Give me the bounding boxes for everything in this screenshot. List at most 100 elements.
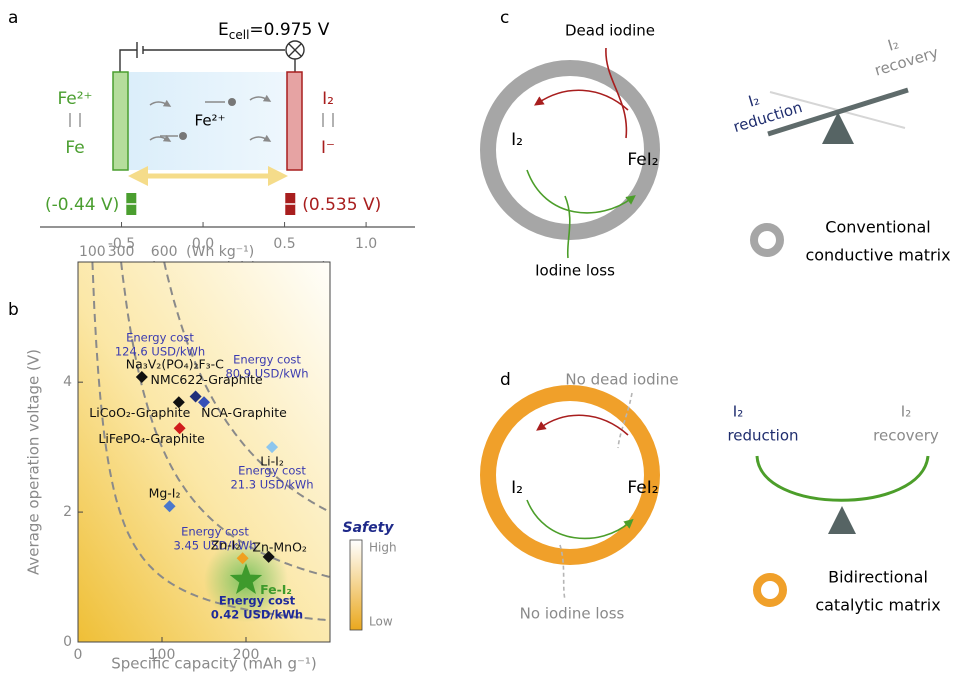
recovery-label: I₂ recovery [872,34,940,79]
point-label: Li-I₂ [260,454,284,469]
equilibrium-arrow [69,113,81,127]
ion [179,132,187,140]
point-label: NMC622-Graphite [151,372,263,387]
label-line: I₂ [733,403,743,421]
panel-label: d [500,370,511,390]
x-axis-label: Specific capacity (mAh g⁻¹) [111,655,317,673]
panel-label: b [8,300,19,320]
point-label: LiFePO₄-Graphite [98,431,205,446]
data-point [229,563,263,594]
plot-background [78,262,330,642]
potential-label: (-0.44 V) [45,195,119,215]
ecell-subscript: cell [229,28,250,42]
label-line: reduction [727,427,798,445]
label-line: I₂ [901,403,911,421]
species: I₂ [511,130,523,150]
energy-curve-label: 300 [108,244,135,260]
tick-label: 1.0 [355,236,377,252]
ion-arrows [149,94,272,142]
label-line: recovery [872,43,940,79]
annotation: 0.42 USD/kWh [211,608,303,622]
point-label: Mg-I₂ [149,486,181,501]
ecell-value: =0.975 V [249,20,329,40]
label-line: recovery [873,427,939,445]
energy-curve [120,261,331,578]
tick-label: 0.5 [273,236,295,252]
reaction-arrow [534,89,629,111]
x-tick-label: 0 [74,647,83,663]
electrolyte [128,72,287,170]
panel-label: c [500,8,509,28]
reaction-arrow [536,414,629,436]
note: Dead iodine [565,22,655,40]
point-label: Fe-I₂ [260,582,292,597]
annotation: 80.9 USD/kWh [225,367,308,381]
data-point [198,396,210,409]
data-point [189,390,202,403]
plot-frame [77,261,331,643]
circuit-wire [119,42,296,72]
cell-voltage: Ecell=0.975 V [218,20,330,42]
annotation: Energy cost [238,464,306,478]
y-axis-label: Average operation voltage (V) [25,349,43,575]
annotation: Energy cost [181,525,249,539]
colorbar-title: Safety [343,520,395,536]
ion [228,98,236,106]
legend-text: conductive matrix [805,246,950,265]
x-tick-label: 100 [149,647,176,663]
iodine-electrode [286,71,303,171]
colorbar-label: High [369,541,397,555]
legend-text: Conventional [825,218,930,237]
data-point [262,550,275,563]
energy-curve [163,261,331,513]
point-label: NCA-Graphite [201,405,287,420]
legend-text: catalytic matrix [815,596,940,615]
label-line: reduction [731,98,804,136]
note: Iodine loss [535,262,615,280]
energy-curve-label: 100 [79,244,106,260]
fe-electrode [112,71,129,171]
data-point [236,552,249,565]
species: Fe [65,138,84,158]
point-label: Zn-I₂ [211,538,241,553]
annotation: 21.3 USD/kWh [230,478,313,492]
reaction-arrow [526,499,634,540]
point-label: Na₃V₂(PO₄)₂F₃-C [126,356,224,371]
equilibrium-arrow [322,113,334,127]
y-tick-label: 4 [63,374,72,390]
blocked-path [559,544,566,601]
data-point [173,422,186,435]
legend-ring [750,223,784,257]
annotation: Energy cost [233,353,301,367]
species: FeI₂ [627,478,658,498]
annotation: 3.45 USD/kWh [173,539,256,553]
pivot [822,112,854,144]
note: No dead iodine [565,371,678,389]
panel-a: a Ecell=0.975 V Fe²⁺ Fe²⁺ Fe I₂ I⁻ -0.5 0… [8,8,415,277]
label-line: I₂ [886,34,901,54]
loss-path [564,195,571,259]
data-point [266,441,279,454]
species: I₂ [322,89,334,109]
colorbar-label: Low [369,615,393,629]
label-line: I₂ [746,90,761,110]
y-tick-label: 2 [63,504,72,520]
electrolyte-ion: Fe²⁺ [195,112,226,130]
annotation: Energy cost [219,594,296,608]
colorbar [349,539,363,631]
tick-label: -0.5 [108,236,135,252]
note: No iodine loss [520,605,625,623]
point-label: LiCoO₂-Graphite [89,405,190,420]
energy-unit: (Wh kg⁻¹) [186,244,254,260]
panel-d: d No dead iodine I₂ FeI₂ No iodine loss … [480,370,941,623]
annotation: 124.6 USD/kWh [115,345,205,359]
data-point [135,370,148,383]
species: Fe²⁺ [57,89,92,109]
legend-ring [753,573,787,607]
potential-label: (0.535 V) [302,195,381,215]
balance-cradle [755,455,930,502]
tick-label: 0.0 [192,236,214,252]
ecell-symbol: E [218,20,229,40]
